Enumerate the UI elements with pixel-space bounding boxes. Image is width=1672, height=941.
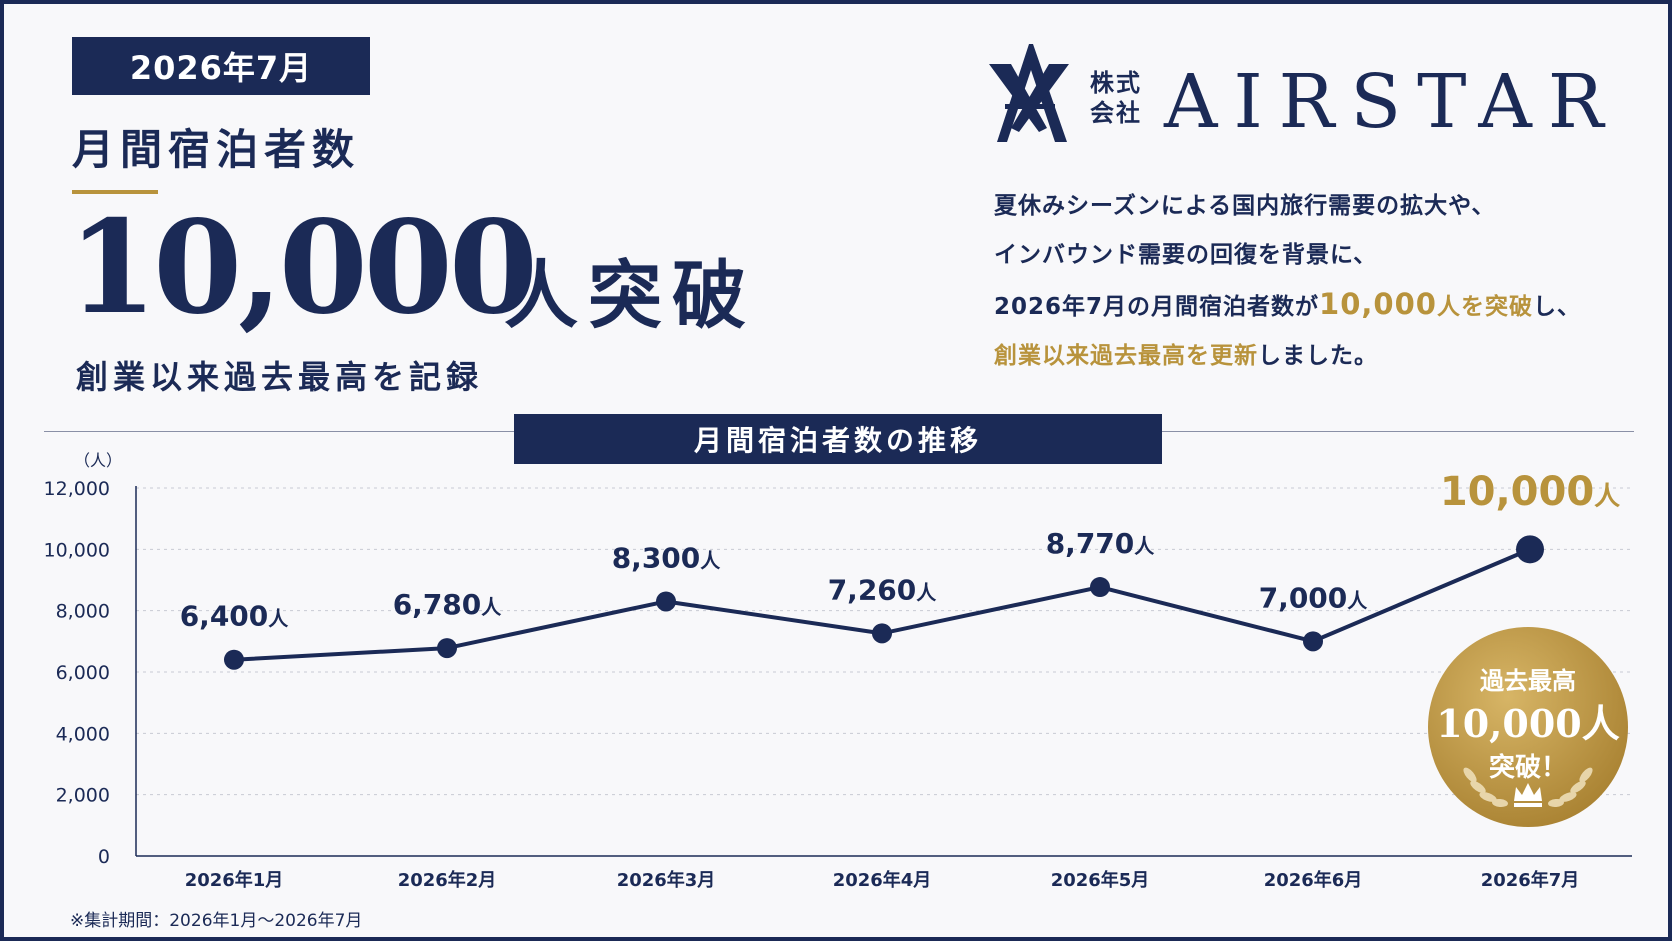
data-label: 8,770人 (1046, 527, 1156, 560)
data-label-value: 8,770 (1046, 527, 1135, 560)
data-label-value: 6,780 (393, 588, 482, 621)
record-badge: 過去最高 10,000人 突破！ (1428, 627, 1628, 827)
x-tick-label: 2026年7月 (1481, 869, 1580, 891)
headline-suffix: 人突破 (504, 253, 756, 339)
x-tick-label: 2026年3月 (617, 869, 716, 891)
badge-line1: 過去最高 (1480, 667, 1576, 695)
description-line1: 夏休みシーズンによる国内旅行需要の拡大や、 (994, 193, 1496, 219)
data-point (224, 649, 244, 670)
data-point (1090, 577, 1110, 598)
gold-divider (72, 190, 158, 194)
x-tick-label: 2026年1月 (185, 869, 284, 891)
description-line4: 創業以来過去最高を更新しました。 (994, 332, 1581, 381)
badge-circle (1428, 627, 1628, 827)
data-label: 6,400人 (180, 600, 290, 633)
data-point (872, 623, 892, 644)
crown-icon (1514, 783, 1542, 807)
data-label-unit: 人 (1594, 482, 1620, 512)
data-label-value: 10,000 (1440, 469, 1594, 515)
metric-label: 月間宿泊者数 (72, 125, 361, 174)
description-line4-post: しました。 (1258, 343, 1378, 369)
data-label-highlight: 10,000人 (1440, 469, 1620, 515)
data-label-unit: 人 (481, 595, 502, 619)
y-tick-label: 6,000 (56, 662, 110, 684)
laurel-left-icon (1463, 767, 1508, 808)
data-label-value: 7,260 (828, 573, 917, 606)
y-tick-label: 2,000 (56, 785, 110, 807)
y-tick-label: 4,000 (56, 723, 110, 745)
description-line3: 2026年7月の月間宿泊者数が10,000人を突破し、 (994, 280, 1581, 332)
description-line4-highlight: 創業以来過去最高を更新 (994, 343, 1258, 369)
description-highlight-number: 10,000 (1319, 287, 1437, 321)
data-point (437, 638, 457, 659)
data-label-value: 6,400 (180, 600, 269, 633)
y-unit-label: （人） (74, 451, 122, 470)
data-label-unit: 人 (700, 548, 721, 572)
company-type-line1: 株式 (1090, 69, 1142, 97)
footnote: ※集計期間：2026年1月〜2026年7月 (70, 911, 363, 931)
data-label-value: 8,300 (612, 541, 701, 574)
data-label: 7,260人 (828, 573, 938, 606)
company-type-line2: 会社 (1090, 99, 1142, 127)
data-label: 8,300人 (612, 541, 722, 574)
data-label: 6,780人 (393, 588, 503, 621)
data-label-unit: 人 (916, 580, 937, 604)
x-tick-label: 2026年2月 (398, 869, 497, 891)
company-name: AIRSTAR (1164, 59, 1620, 145)
description-line3-pre: 2026年7月の月間宿泊者数が (994, 294, 1320, 320)
data-point (656, 591, 676, 612)
company-type: 株式 会社 (1090, 68, 1150, 128)
data-label-unit: 人 (1347, 588, 1368, 612)
description-line2: インバウンド需要の回復を背景に、 (994, 242, 1378, 268)
data-label: 7,000人 (1259, 581, 1369, 614)
headline-number: 10,000 (68, 193, 538, 343)
badge-line2: 10,000人 (1436, 701, 1619, 746)
x-tick-label: 2026年5月 (1051, 869, 1150, 891)
infographic-frame: 2026年7月 月間宿泊者数 10,000 人突破 創業以来過去最高を記録 株式… (4, 4, 1668, 937)
laurel-right-icon (1548, 767, 1593, 808)
airstar-logo-icon (989, 44, 1069, 142)
x-tick-label: 2026年4月 (833, 869, 932, 891)
description: 夏休みシーズンによる国内旅行需要の拡大や、 インバウンド需要の回復を背景に、 2… (994, 182, 1581, 381)
headline-subline: 創業以来過去最高を記録 (76, 358, 484, 396)
description-highlight-text: 人を突破 (1436, 294, 1533, 320)
data-label-unit: 人 (268, 607, 289, 631)
x-tick-label: 2026年6月 (1264, 869, 1363, 891)
period-badge: 2026年7月 (72, 37, 370, 95)
data-point (1516, 535, 1544, 564)
data-label-value: 7,000 (1259, 581, 1348, 614)
chart-section-title: 月間宿泊者数の推移 (514, 414, 1162, 464)
description-line3-post: し、 (1532, 294, 1581, 320)
data-point (1303, 631, 1323, 652)
y-tick-label: 10,000 (44, 539, 110, 561)
badge-line3: 突破！ (1489, 752, 1567, 783)
y-tick-label: 12,000 (44, 478, 110, 500)
data-label-unit: 人 (1134, 534, 1155, 558)
y-tick-label: 0 (98, 846, 110, 868)
line-chart: 0 2,000 4,000 6,000 8,000 10,000 12,000 （人） 2026… (44, 451, 1632, 891)
y-tick-label: 8,000 (56, 601, 110, 623)
